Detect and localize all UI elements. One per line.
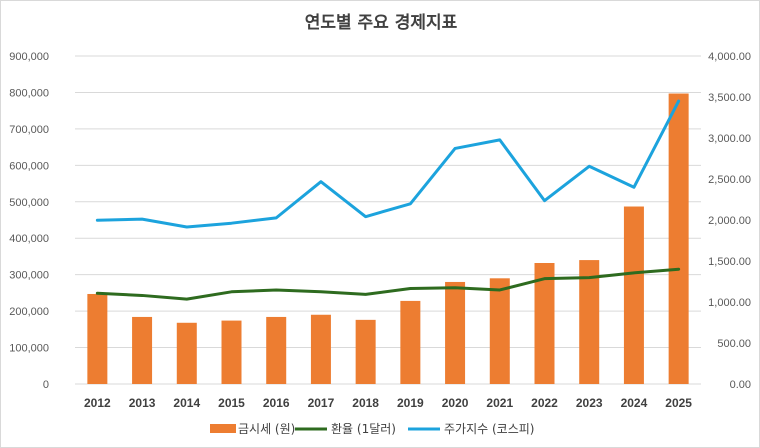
bar-gold-price: [87, 293, 108, 384]
x-axis-tick-label: 2025: [665, 396, 692, 410]
chart-title: 연도별 주요 경제지표: [305, 13, 458, 33]
bar-gold-price: [132, 316, 153, 384]
x-axis-tick-label: 2024: [621, 396, 648, 410]
x-axis-tick-label: 2017: [308, 396, 335, 410]
right-axis-tick-label: 0.00: [730, 379, 751, 391]
x-axis: 2012 2013 2014 2015 2016 2017 2018 2019 2020 2021…: [84, 396, 692, 410]
right-axis-tick-label: 1,000.00: [708, 297, 751, 309]
legend-label: 환율 (1달러): [331, 422, 396, 436]
right-axis: 0.00 500.00 1,000.00 1,500.00 2,000.00 2,500.…: [708, 51, 751, 391]
right-axis-tick-label: 3,000.00: [708, 133, 751, 145]
left-axis-tick-label: 300,000: [9, 270, 49, 282]
bar-gold-price: [355, 319, 376, 384]
bar-gold-price: [221, 320, 242, 384]
bar-series: [87, 93, 689, 384]
legend-gold-price: 금시세 (원): [210, 422, 295, 436]
x-axis-tick-label: 2015: [218, 396, 245, 410]
bar-gold-price: [534, 263, 555, 384]
x-axis-tick-label: 2018: [352, 396, 379, 410]
bar-gold-price: [266, 316, 287, 384]
line-series: [95, 99, 681, 301]
bar-gold-price: [400, 300, 421, 384]
x-axis-tick-label: 2013: [129, 396, 156, 410]
left-axis-tick-label: 500,000: [9, 197, 49, 209]
right-axis-tick-label: 1,500.00: [708, 256, 751, 268]
right-axis-tick-label: 3,500.00: [708, 92, 751, 104]
legend-label: 금시세 (원): [238, 422, 295, 436]
legend-exchange-rate: 환율 (1달러): [295, 422, 396, 436]
bar-gold-price: [445, 281, 466, 384]
bar-gold-price: [310, 314, 331, 384]
legend: 금시세 (원) 환율 (1달러) 주가지수 (코스피): [210, 422, 534, 436]
right-axis-tick-label: 2,500.00: [708, 174, 751, 186]
bar-gold-price: [176, 322, 197, 384]
legend-swatch: [210, 424, 236, 433]
right-axis-tick-label: 4,000.00: [708, 51, 751, 63]
right-axis-tick-label: 500.00: [717, 338, 751, 350]
x-axis-tick-label: 2023: [576, 396, 603, 410]
right-axis-tick-label: 2,000.00: [708, 215, 751, 227]
left-axis-tick-label: 800,000: [9, 87, 49, 99]
left-axis: 0 100,000 200,000 300,000 400,000 500,000 600,…: [9, 51, 49, 391]
left-axis-tick-label: 600,000: [9, 160, 49, 172]
bar-gold-price: [668, 93, 689, 384]
bar-gold-price: [579, 260, 600, 384]
x-axis-tick-label: 2022: [531, 396, 558, 410]
x-axis-tick-label: 2021: [486, 396, 513, 410]
line-exchange-rate: [95, 267, 681, 301]
x-axis-tick-label: 2012: [84, 396, 111, 410]
x-axis-tick-label: 2016: [263, 396, 290, 410]
left-axis-tick-label: 400,000: [9, 233, 49, 245]
legend-kospi: 주가지수 (코스피): [408, 422, 534, 436]
left-axis-tick-label: 200,000: [9, 306, 49, 318]
left-axis-tick-label: 900,000: [9, 51, 49, 63]
x-axis-tick-label: 2020: [442, 396, 469, 410]
line-kospi: [95, 99, 681, 229]
left-axis-tick-label: 0: [43, 379, 49, 391]
left-axis-tick-label: 100,000: [9, 343, 49, 355]
x-axis-tick-label: 2014: [173, 396, 200, 410]
left-axis-tick-label: 700,000: [9, 124, 49, 136]
bar-gold-price: [489, 278, 510, 384]
bar-gold-price: [623, 206, 644, 384]
x-axis-tick-label: 2019: [397, 396, 424, 410]
gridlines: [75, 55, 701, 385]
legend-label: 주가지수 (코스피): [444, 422, 534, 436]
